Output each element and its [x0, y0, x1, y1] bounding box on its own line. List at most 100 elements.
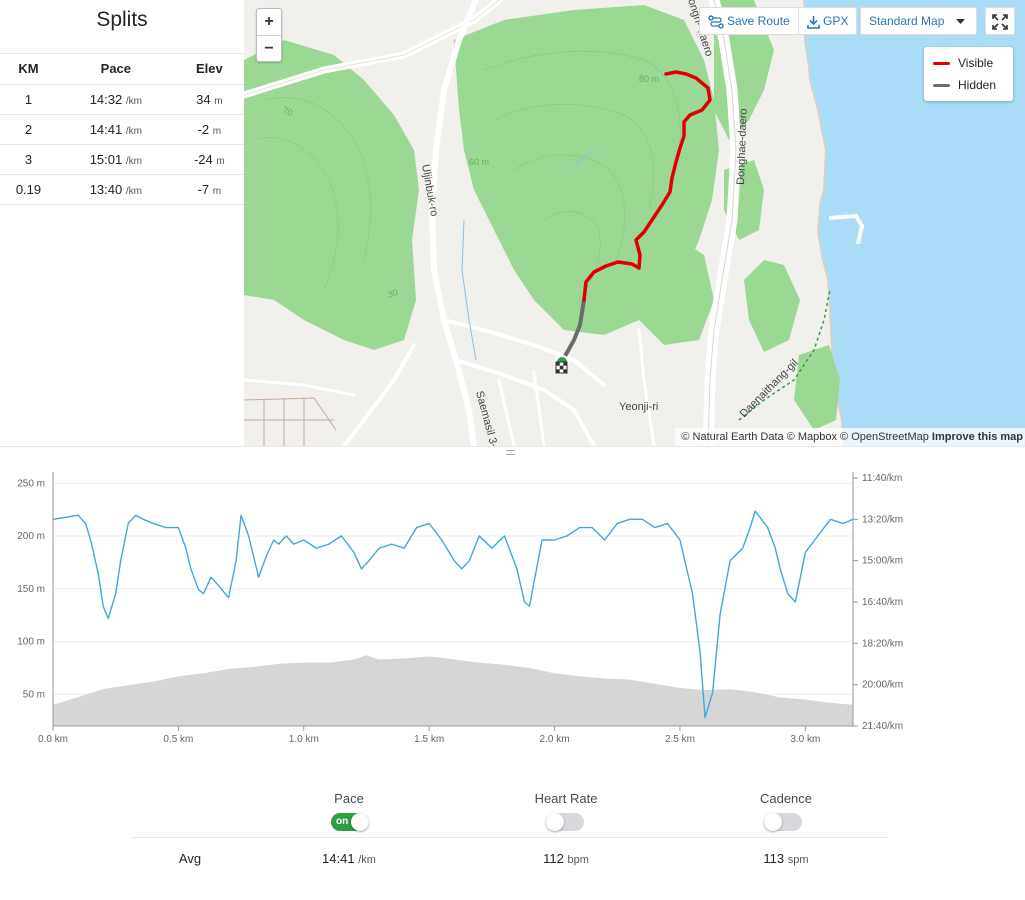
- split-elev-value: -7: [197, 181, 210, 197]
- legend-label-hidden: Hidden: [958, 78, 997, 92]
- splits-title: Splits: [0, 0, 244, 54]
- road-label-donghae: Donghae-daero: [735, 108, 750, 185]
- download-icon: [807, 15, 820, 29]
- contour-label-70: 70: [281, 105, 294, 118]
- split-pace-unit: /km: [125, 95, 142, 107]
- x-tick-label: 0.5 km: [163, 734, 193, 745]
- zoom-out-button[interactable]: −: [257, 35, 281, 61]
- attribution-text[interactable]: © Natural Earth Data © Mapbox © OpenStre…: [681, 431, 929, 443]
- map-style-label: Standard Map: [869, 14, 945, 28]
- y-right-tick-label: 11:40/km: [862, 473, 902, 484]
- split-elev-value: 34: [196, 91, 211, 107]
- split-km: 3: [0, 144, 57, 175]
- split-pace: 15:01 /km: [56, 144, 175, 175]
- split-row: 0.19 13:40 /km -7 m: [0, 174, 244, 205]
- pace-line: [52, 510, 854, 719]
- y-right-tick-label: 20:00/km: [862, 680, 903, 691]
- streams: [461, 149, 595, 361]
- map-attribution: © Natural Earth Data © Mapbox © OpenStre…: [675, 428, 1025, 446]
- road-label-saemasil: Saemasil 3-: [473, 390, 500, 446]
- x-tick-label: 1.5 km: [414, 734, 444, 745]
- gpx-button[interactable]: GPX: [798, 7, 858, 35]
- split-pace: 14:41 /km: [56, 114, 175, 145]
- panel-resize-handle[interactable]: [0, 446, 1025, 457]
- coastal-trail: [738, 289, 831, 421]
- roads: [244, 0, 742, 446]
- avg-label: Avg: [178, 851, 202, 866]
- split-elev-value: -24: [193, 151, 213, 167]
- column-header-pace: Pace: [56, 54, 175, 85]
- toggle-knob: [764, 813, 782, 831]
- gpx-label: GPX: [823, 14, 849, 28]
- y-left-tick-label: 250 m: [17, 478, 45, 489]
- avg-cadence-unit: spm: [787, 854, 809, 866]
- y-right-tick-label: 13:20/km: [862, 514, 903, 525]
- column-header-elev: Elev: [174, 54, 244, 85]
- y-right-tick-label: 21:40/km: [862, 721, 903, 732]
- y-left-tick-label: 100 m: [17, 637, 45, 648]
- split-elev-value: -2: [197, 121, 210, 137]
- x-tick-label: 1.0 km: [289, 734, 319, 745]
- legend-swatch-hidden: [933, 84, 950, 88]
- split-elev: 34 m: [174, 84, 244, 115]
- legend-item-visible[interactable]: Visible: [933, 55, 1013, 77]
- split-pace-unit: /km: [125, 185, 142, 197]
- save-route-label: Save Route: [727, 14, 790, 28]
- split-km: 0.19: [0, 174, 57, 205]
- split-row: 1 14:32 /km 34 m: [0, 84, 244, 115]
- y-left-tick-label: 50 m: [23, 689, 45, 700]
- grip-icon[interactable]: [506, 450, 515, 455]
- avg-heart-rate-value: 112: [543, 851, 564, 866]
- forest-areas: [244, 0, 840, 430]
- split-elev: -24 m: [174, 144, 244, 175]
- stats-divider: [132, 837, 888, 838]
- split-pace-value: 15:01: [89, 151, 123, 167]
- chevron-down-icon: [955, 18, 965, 24]
- split-elev: -2 m: [174, 114, 244, 145]
- split-pace-value: 14:41: [89, 121, 123, 137]
- map-canvas[interactable]: Uljinbuk-ro Donghae-daero ongh--daero Da…: [244, 0, 1025, 446]
- village-label: Yeonji-ri: [619, 401, 658, 413]
- split-elev-unit: m: [216, 155, 225, 167]
- y-right-tick-label: 15:00/km: [862, 556, 903, 567]
- sea-area: [804, 0, 1025, 446]
- split-elev: -7 m: [174, 174, 244, 205]
- improve-map-link[interactable]: Improve this map: [931, 431, 1023, 443]
- finish-flag-icon: [555, 361, 568, 374]
- metric-header-cadence: Cadence: [759, 791, 813, 806]
- split-row: 2 14:41 /km -2 m: [0, 114, 244, 145]
- split-row: 3 15:01 /km -24 m: [0, 144, 244, 175]
- zoom-in-button[interactable]: +: [264, 13, 274, 30]
- toggle-knob: [546, 813, 564, 831]
- split-elev-unit: m: [212, 185, 222, 197]
- contour-label-30: 30: [386, 287, 399, 300]
- save-route-button[interactable]: Save Route: [699, 7, 799, 35]
- route-icon: [708, 15, 724, 29]
- cadence-toggle[interactable]: [764, 813, 802, 831]
- y-right-tick-label: 18:20/km: [862, 638, 903, 649]
- pace-toggle[interactable]: on: [331, 813, 369, 831]
- residential-grid: [244, 397, 337, 446]
- metric-header-pace: Pace: [334, 791, 364, 806]
- split-elev-unit: m: [212, 125, 222, 137]
- metric-header-heart-rate: Heart Rate: [534, 791, 598, 806]
- heart-rate-toggle[interactable]: [546, 813, 584, 831]
- x-tick-label: 3.0 km: [790, 734, 820, 745]
- split-pace: 13:40 /km: [56, 174, 175, 205]
- split-km: 1: [0, 84, 57, 115]
- route-map[interactable]: Uljinbuk-ro Donghae-daero ongh--daero Da…: [244, 0, 1025, 446]
- y-left-tick-label: 150 m: [17, 584, 45, 595]
- legend-item-hidden[interactable]: Hidden: [933, 77, 1013, 99]
- map-style-dropdown[interactable]: Standard Map: [860, 7, 977, 35]
- route-legend: Visible Hidden: [924, 47, 1013, 101]
- toggle-on-label: on: [336, 816, 349, 827]
- contour-label-60: 60 m: [469, 157, 489, 167]
- avg-heart-rate: 112 bpm: [496, 851, 636, 866]
- road-label-daenaithang: Daenaithang-gil: [738, 357, 801, 420]
- zoom-control: + −: [256, 8, 282, 62]
- splits-panel: Splits KM Pace Elev 1 14:32 /km 34 m 2 14:41…: [0, 0, 244, 446]
- fullscreen-button[interactable]: [985, 7, 1015, 35]
- splits-header-row: KM Pace Elev: [0, 54, 244, 85]
- route-hidden-segment: [562, 298, 586, 360]
- elevation-pace-chart[interactable]: 250 m 200 m 150 m 100 m 50 m 11:40/km 13:20/km…: [0, 462, 1025, 752]
